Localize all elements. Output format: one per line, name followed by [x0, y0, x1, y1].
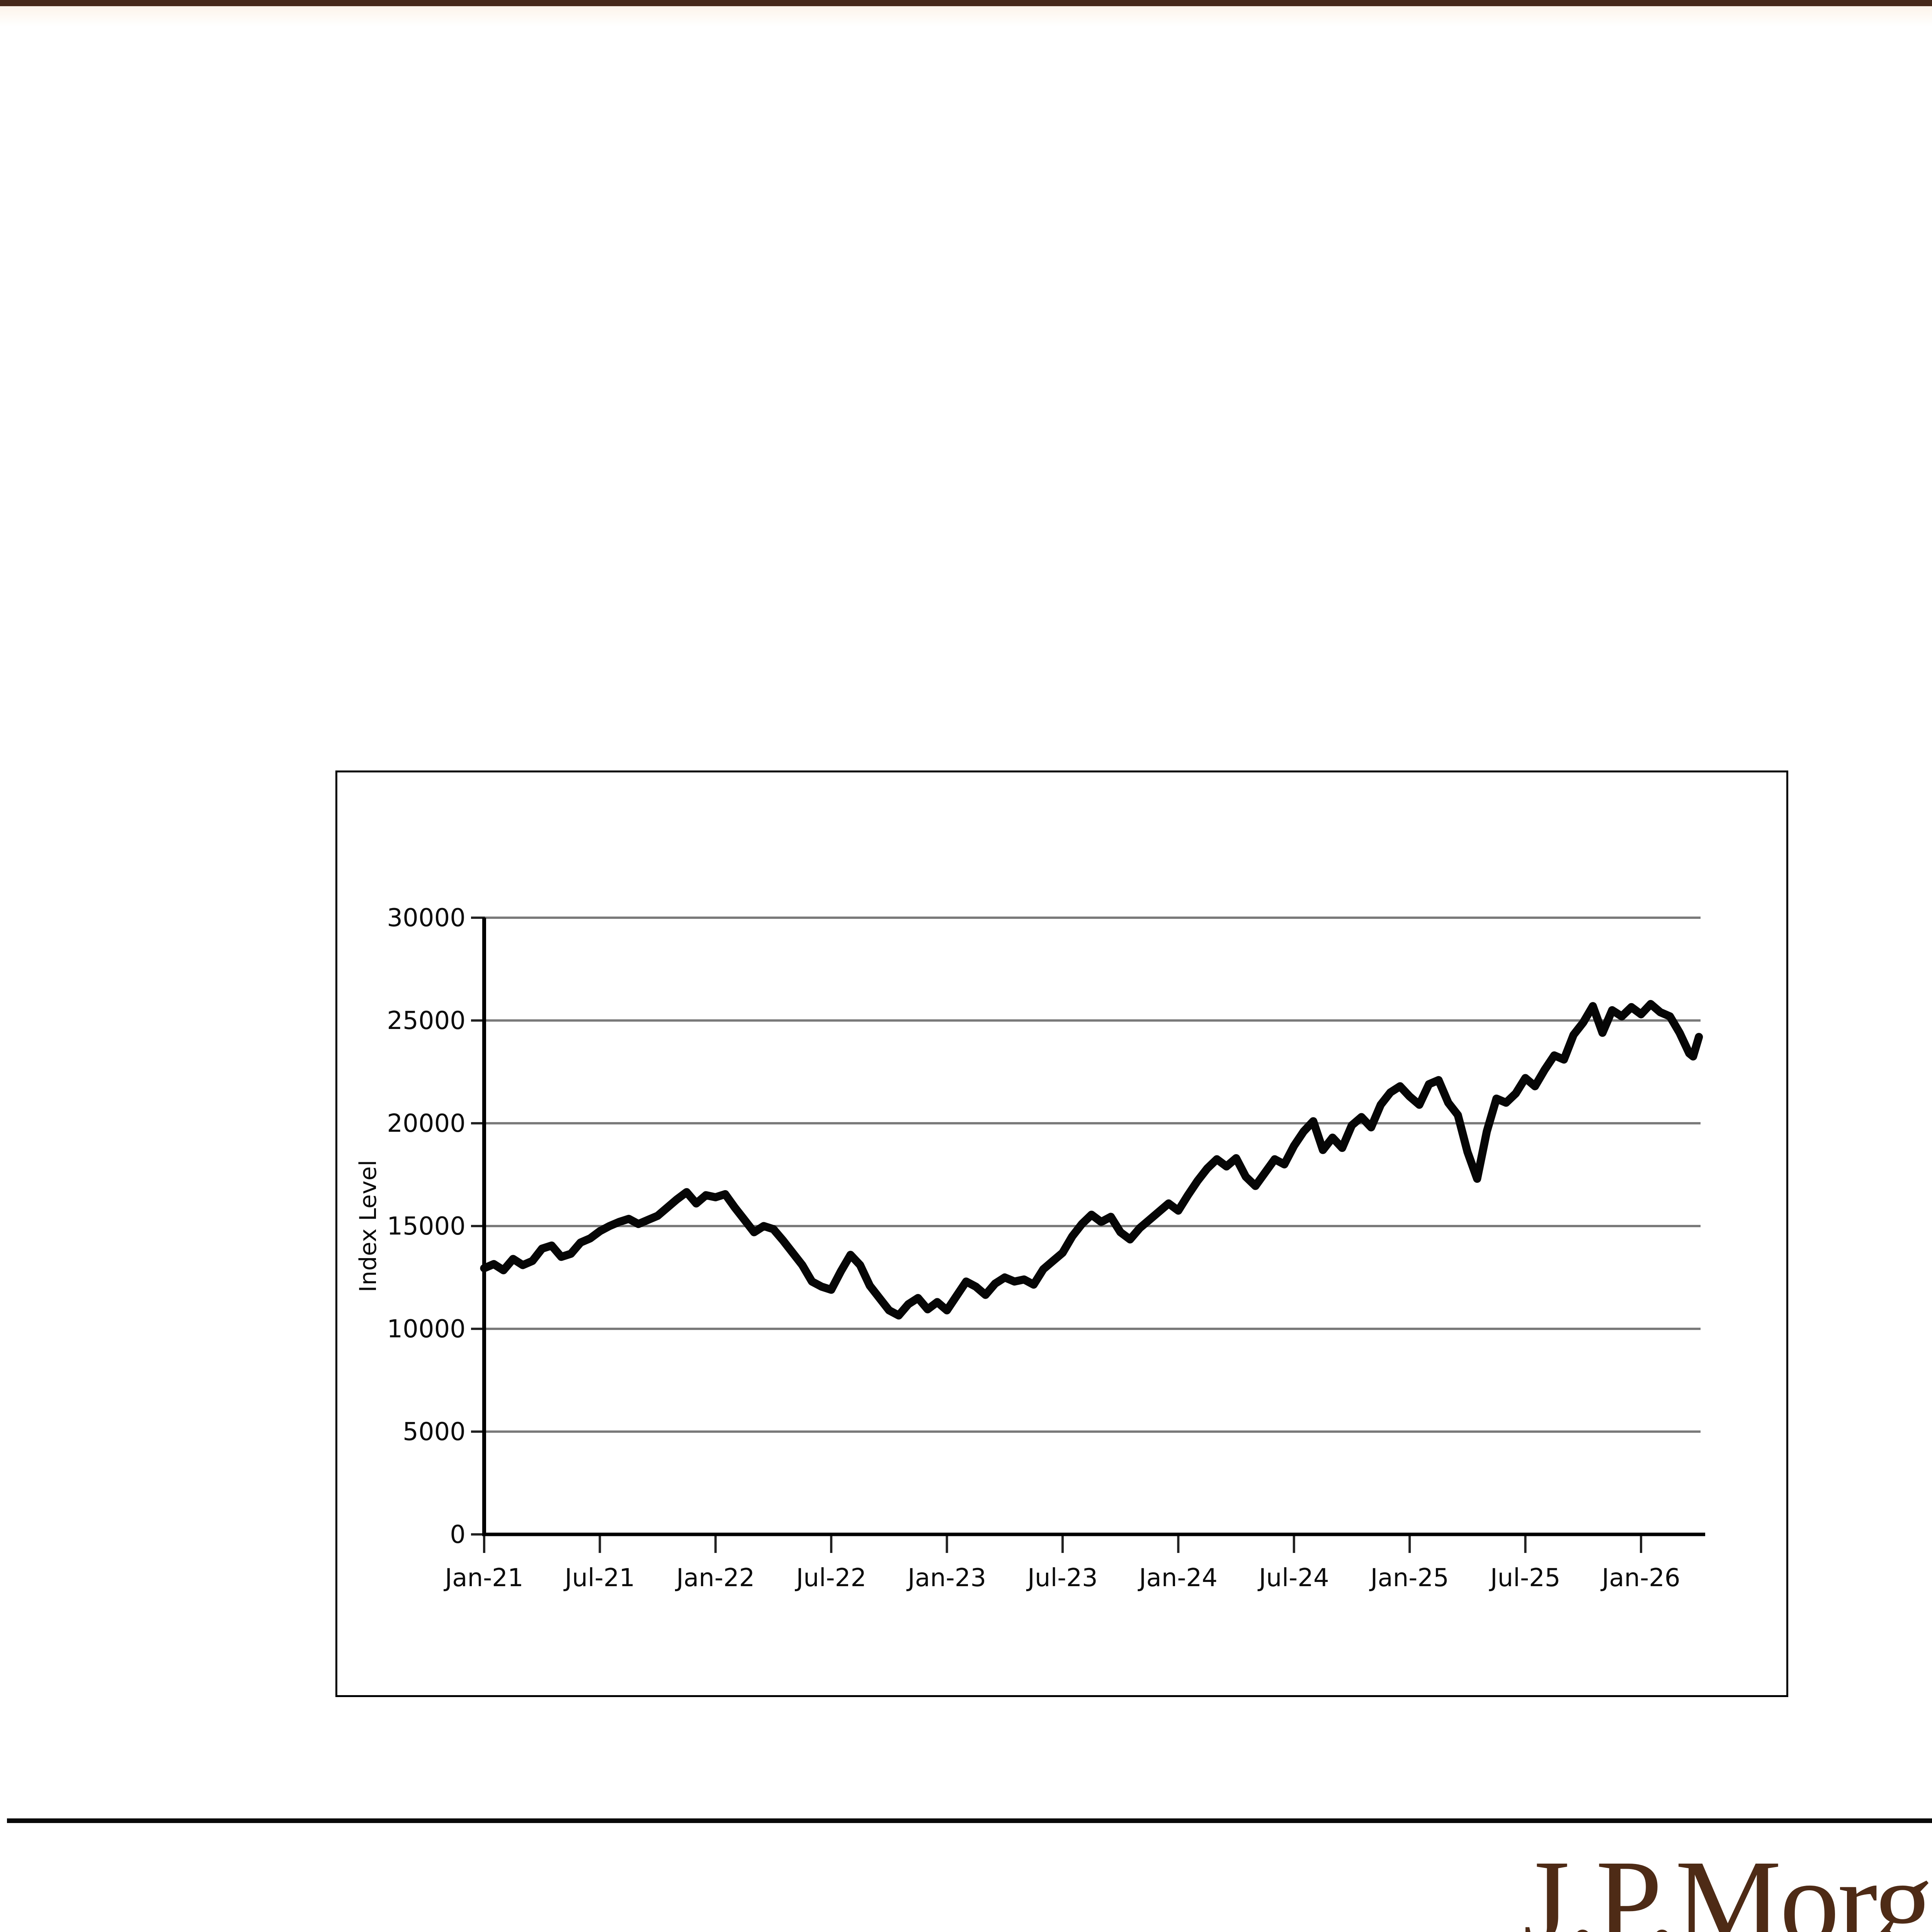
index-level-line-chart: 0 5000 10000 15000 20000 25000 30000 Jan-21 Jul-…: [355, 904, 1705, 1592]
y-tick-label-25000: 25000: [387, 1007, 466, 1035]
y-tick-label-30000: 30000: [387, 904, 466, 932]
x-tick-label-Jan-26: Jan-26: [1600, 1564, 1680, 1592]
x-tick-label-Jan-21: Jan-21: [443, 1564, 523, 1592]
index-level-chart-panel: 0 5000 10000 15000 20000 25000 30000 Jan-21 Jul-…: [335, 770, 1788, 1697]
x-tick-label-Jan-23: Jan-23: [906, 1564, 986, 1592]
x-tick-label-Jul-23: Jul-23: [1026, 1564, 1098, 1592]
top-accent-glow: [0, 6, 1932, 26]
x-tick-label-Jan-25: Jan-25: [1369, 1564, 1449, 1592]
series-line-index-level: [480, 1000, 1703, 1320]
y-tick-label-0: 0: [450, 1520, 466, 1549]
jpmorgan-logo: J.P.Morgan: [1523, 1836, 1932, 1932]
y-tick-label-10000: 10000: [387, 1315, 466, 1344]
footer-divider: [7, 1818, 1932, 1823]
x-tick-label-Jul-24: Jul-24: [1257, 1564, 1329, 1592]
top-accent-bar: [0, 0, 1932, 6]
x-tick-label-Jul-25: Jul-25: [1489, 1564, 1561, 1592]
y-tick-label-15000: 15000: [387, 1212, 466, 1241]
x-tick-label-Jul-22: Jul-22: [794, 1564, 866, 1592]
x-tick-label-Jan-24: Jan-24: [1138, 1564, 1218, 1592]
y-axis-title: Index Level: [355, 1160, 382, 1293]
x-tick-label-Jul-21: Jul-21: [563, 1564, 635, 1592]
y-tick-label-20000: 20000: [387, 1109, 466, 1138]
y-tick-label-5000: 5000: [403, 1418, 466, 1446]
x-tick-label-Jan-22: Jan-22: [675, 1564, 755, 1592]
